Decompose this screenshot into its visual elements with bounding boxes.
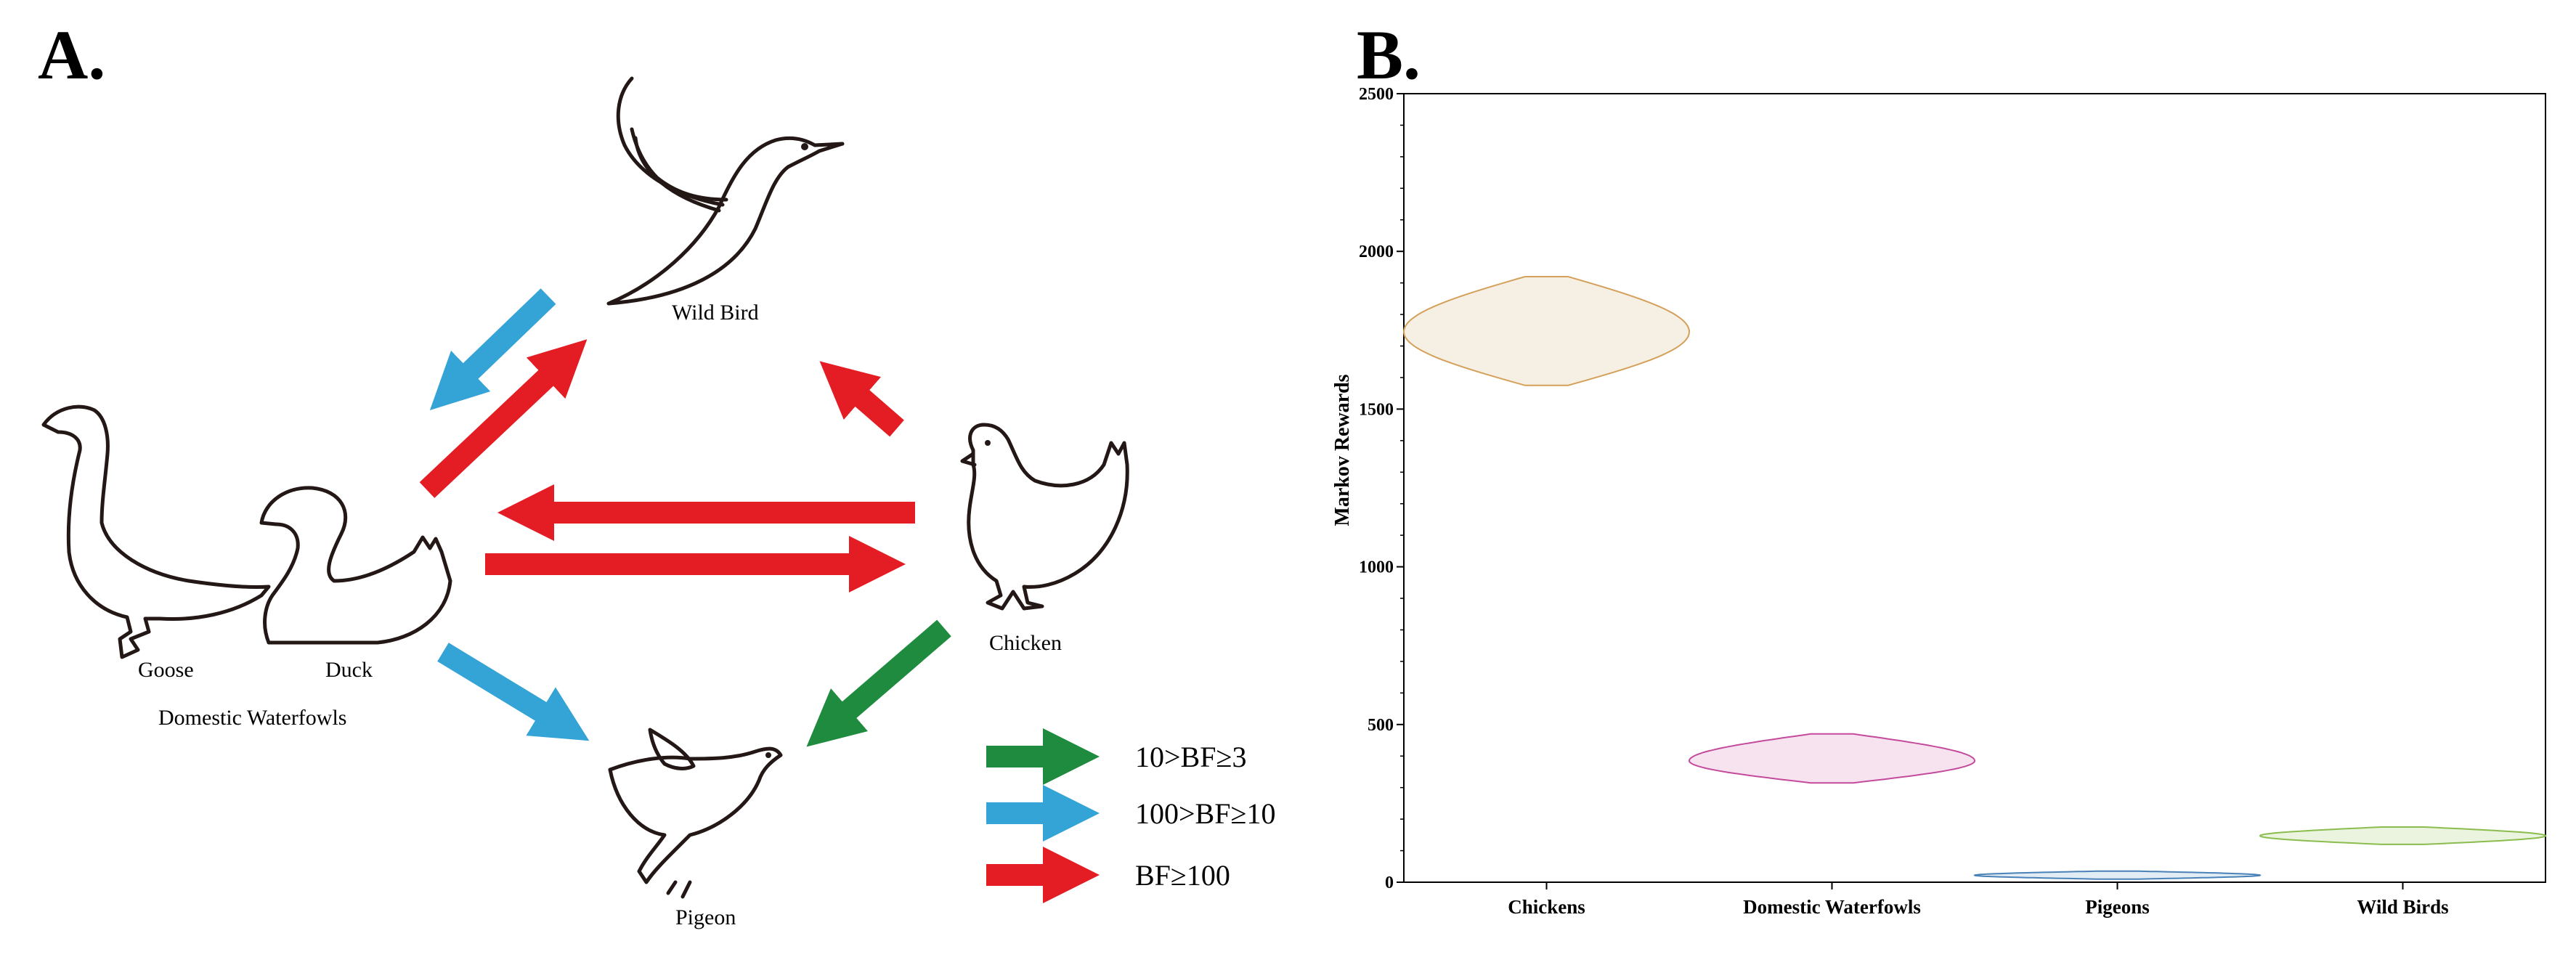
panel-b: B. Markov Rewards 0 500 1000 1500 2000 2500 Ch… [1331, 16, 2547, 918]
legend-label-red: BF≥100 [1135, 859, 1230, 892]
x-tick-label: Pigeons [2085, 896, 2150, 918]
violin-chickens [1402, 276, 1691, 386]
duck-label: Duck [325, 658, 373, 682]
domestic-waterfowls-label: Domestic Waterfowls [158, 706, 346, 730]
y-tick-label: 1500 [1359, 400, 1394, 419]
violin-pigeons [1973, 870, 2262, 880]
x-tick-label: Domestic Waterfowls [1743, 896, 1921, 918]
goose-icon [41, 404, 271, 659]
panel-a-label: A. [38, 16, 105, 94]
y-tick-label: 2000 [1359, 243, 1394, 261]
wild-bird-label: Wild Bird [672, 301, 759, 325]
y-tick-label: 2500 [1359, 85, 1394, 104]
y-tick-label: 0 [1385, 873, 1394, 892]
chicken-label: Chicken [989, 631, 1062, 655]
x-tick-label: Wild Birds [2357, 896, 2448, 918]
legend: 10>BF≥3 100>BF≥10 BF≥100 [986, 728, 1275, 903]
wild-bird-icon [606, 76, 845, 306]
legend-label-green: 10>BF≥3 [1135, 741, 1246, 773]
goose-label: Goose [138, 658, 194, 682]
arrow-chicken-to-wildbird [819, 361, 904, 437]
panel-a: A. Wild Bird Goose Duck Domestic Waterfo… [38, 16, 1275, 929]
pigeon-icon [608, 728, 783, 899]
arrow-waterfowl-to-wildbird [419, 339, 588, 498]
x-tick-label: Chickens [1508, 896, 1585, 918]
violin-domestic-waterfowls [1688, 733, 1976, 784]
violin-wild-birds [2259, 826, 2547, 845]
y-tick-label: 1000 [1359, 558, 1394, 577]
arrow-wildbird-to-waterfowl [429, 288, 556, 411]
y-axis-title: Markov Rewards [1331, 374, 1354, 526]
chicken-icon [960, 423, 1129, 611]
arrow-waterfowl-to-pigeon [437, 643, 590, 741]
duck-icon [259, 486, 452, 645]
arrow-chicken-to-pigeon [806, 619, 951, 747]
plot-frame [1403, 93, 2546, 883]
y-tick-label: 500 [1368, 716, 1394, 735]
violin-plot: 0 500 1000 1500 2000 2500 Chickens Domestic Wat… [1359, 85, 2547, 918]
pigeon-label: Pigeon [675, 905, 736, 929]
legend-label-blue: 100>BF≥10 [1135, 797, 1275, 830]
panel-b-label: B. [1357, 16, 1421, 94]
